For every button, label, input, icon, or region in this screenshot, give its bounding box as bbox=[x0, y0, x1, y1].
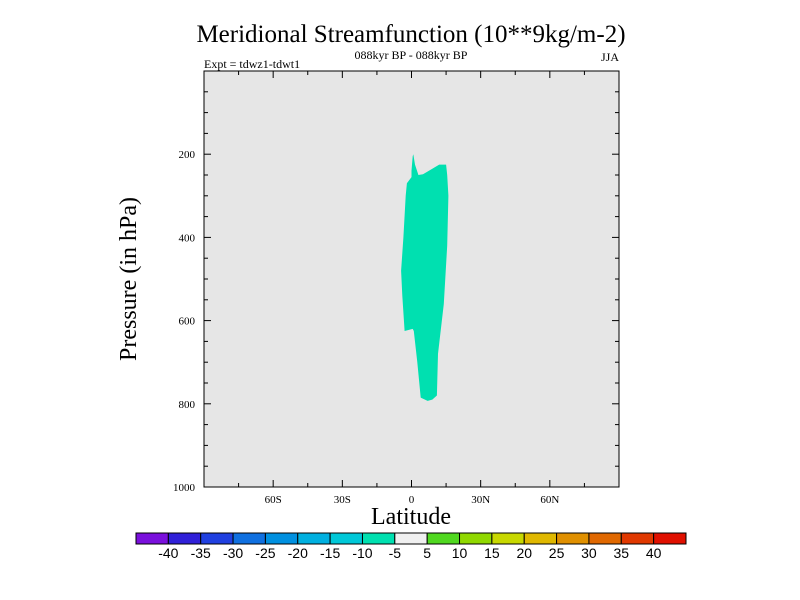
y-tick-label: 600 bbox=[179, 316, 196, 328]
x-tick-label: 60N bbox=[540, 494, 559, 506]
colorbar-label: -10 bbox=[352, 545, 372, 561]
colorbar-label: 35 bbox=[614, 545, 630, 561]
colorbar-label: 30 bbox=[581, 545, 597, 561]
colorbar-swatch bbox=[264, 532, 299, 545]
colorbar-label: -5 bbox=[389, 545, 402, 561]
chart-subtitle-right: JJA bbox=[601, 50, 619, 64]
chart-subtitle-left: Expt = tdwz1-tdwt1 bbox=[204, 57, 300, 71]
colorbar-label: -40 bbox=[158, 545, 178, 561]
chart-subtitle-center: 088kyr BP - 088kyr BP bbox=[355, 48, 468, 62]
colorbar-swatch bbox=[459, 532, 493, 545]
colorbar-label: -20 bbox=[288, 545, 308, 561]
colorbar-swatch bbox=[297, 532, 331, 545]
colorbar-label: -35 bbox=[191, 545, 211, 561]
colorbar-swatch bbox=[361, 532, 396, 545]
colorbar-label: -15 bbox=[320, 545, 340, 561]
colorbar-label: 20 bbox=[516, 545, 532, 561]
axis-ticks: 60S 30S 0 30N 60N 200 400 600 800 1000 bbox=[173, 70, 620, 506]
colorbar-swatch bbox=[135, 532, 169, 545]
colorbar-label: 25 bbox=[549, 545, 565, 561]
colorbar-swatch bbox=[491, 532, 525, 545]
colorbar-label: 5 bbox=[423, 545, 431, 561]
colorbar: -40 -35 -30 -25 -20 -15 -10 -5 5 10 15 20 25 30 35 40 bbox=[135, 532, 687, 561]
colorbar-swatch bbox=[523, 532, 558, 545]
y-tick-label: 200 bbox=[179, 149, 196, 161]
colorbar-label: -30 bbox=[223, 545, 243, 561]
colorbar-label: 15 bbox=[484, 545, 500, 561]
contour-regions bbox=[401, 154, 449, 401]
x-tick-label: 60S bbox=[265, 494, 282, 506]
x-tick-label: 30S bbox=[334, 494, 351, 506]
colorbar-label: 10 bbox=[452, 545, 468, 561]
y-tick-label: 1000 bbox=[173, 482, 196, 494]
colorbar-swatch bbox=[232, 532, 266, 545]
y-axis-label: Pressure (in hPa) bbox=[116, 197, 142, 361]
contour-region-0 bbox=[401, 154, 449, 401]
plot-frame bbox=[203, 70, 620, 488]
x-tick-label: 30N bbox=[471, 494, 490, 506]
colorbar-swatch bbox=[653, 532, 687, 545]
colorbar-label: -25 bbox=[255, 545, 275, 561]
x-axis-label: Latitude bbox=[371, 504, 451, 530]
x-tick-label: 0 bbox=[409, 494, 415, 506]
colorbar-swatch bbox=[556, 532, 590, 545]
chart-title: Meridional Streamfunction (10**9kg/m-2) bbox=[196, 21, 625, 48]
colorbar-swatch bbox=[394, 532, 428, 545]
colorbar-swatch bbox=[588, 532, 622, 545]
colorbar-swatch bbox=[426, 532, 461, 545]
colorbar-swatch bbox=[620, 532, 655, 545]
colorbar-swatch bbox=[167, 532, 202, 545]
colorbar-swatch bbox=[329, 532, 363, 545]
colorbar-label: 40 bbox=[646, 545, 662, 561]
y-tick-label: 400 bbox=[179, 232, 196, 244]
colorbar-swatch bbox=[200, 532, 234, 545]
y-tick-label: 800 bbox=[179, 399, 196, 411]
